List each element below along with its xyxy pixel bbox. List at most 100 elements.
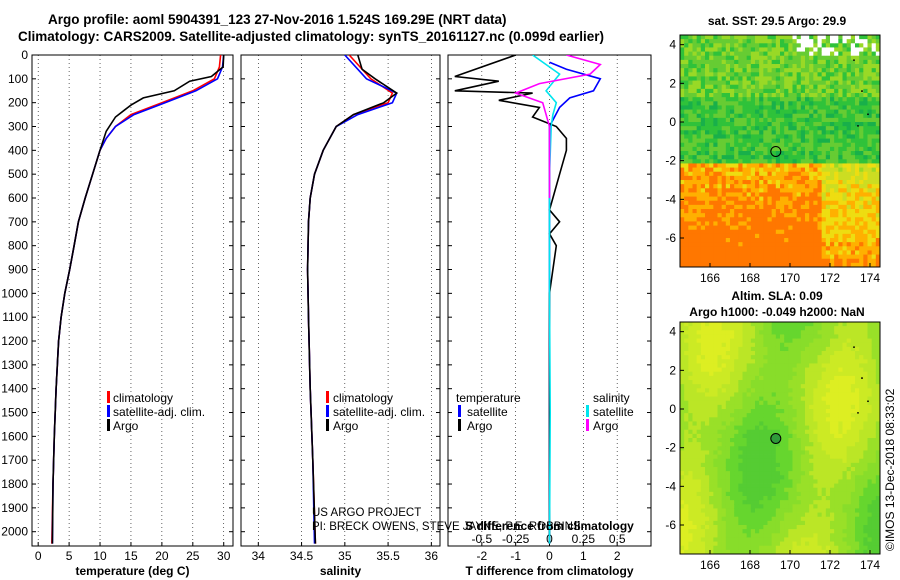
map-cell xyxy=(780,537,785,542)
map-cell xyxy=(738,504,743,509)
map-cell xyxy=(788,84,793,90)
map-cell xyxy=(767,409,773,414)
map-cell xyxy=(688,413,693,418)
map-cell xyxy=(742,221,748,226)
map-cell xyxy=(721,500,727,505)
map-cell xyxy=(875,229,881,235)
map-cell xyxy=(809,109,814,115)
map-cell xyxy=(684,512,689,518)
map-cell xyxy=(784,209,789,214)
map-cell xyxy=(813,520,818,526)
map-cell xyxy=(709,504,714,509)
map-cell xyxy=(830,375,835,381)
map-cell xyxy=(813,43,818,48)
map-cell xyxy=(875,55,881,61)
map-cell xyxy=(855,217,860,222)
map-cell xyxy=(725,388,731,393)
map-cell xyxy=(721,491,727,497)
map-cell xyxy=(875,217,881,222)
map-cell xyxy=(792,396,798,402)
map-cell xyxy=(800,163,806,168)
map-cell xyxy=(742,351,748,356)
map-cell xyxy=(692,367,698,373)
map-cell xyxy=(788,400,793,406)
map-cell xyxy=(742,525,748,530)
map-cell xyxy=(713,537,718,542)
map-cell xyxy=(817,367,823,373)
map-cell xyxy=(759,151,764,156)
map-cell xyxy=(834,167,839,173)
map-cell xyxy=(775,446,781,451)
map-cell xyxy=(784,537,789,542)
map-cell xyxy=(755,537,760,542)
map-cell xyxy=(796,487,802,493)
map-cell xyxy=(705,363,710,368)
map-cell xyxy=(796,330,802,335)
map-cell xyxy=(717,421,723,426)
map-cell xyxy=(684,171,689,177)
map-cell xyxy=(817,72,823,77)
map-cell xyxy=(680,351,685,356)
map-cell xyxy=(863,88,868,94)
map-cell xyxy=(863,188,868,193)
map-cell xyxy=(784,113,789,119)
map-cell xyxy=(688,462,693,468)
map-cell xyxy=(817,109,823,115)
map-cell xyxy=(855,138,860,144)
map-cell xyxy=(842,68,848,73)
map-cell xyxy=(788,242,793,247)
map-cell xyxy=(830,363,835,368)
map-cell xyxy=(821,367,827,373)
map-cell xyxy=(780,167,785,173)
map-cell xyxy=(767,392,773,397)
map-cell xyxy=(755,512,760,518)
map-cell xyxy=(725,180,731,185)
map-cell xyxy=(696,500,702,505)
map-cell xyxy=(863,171,868,177)
map-cell xyxy=(825,371,831,377)
map-cell xyxy=(863,55,868,61)
map-cell xyxy=(805,262,810,268)
map-cell xyxy=(800,262,806,268)
map-cell xyxy=(875,196,881,202)
map-cell xyxy=(755,371,760,377)
map-cell xyxy=(809,262,814,268)
map-cell xyxy=(817,188,823,193)
map-cell xyxy=(759,167,764,173)
map-cell xyxy=(784,446,789,451)
map-cell xyxy=(825,184,831,189)
map-cell xyxy=(788,55,793,61)
map-cell xyxy=(700,508,706,513)
map-cell xyxy=(809,363,814,368)
map-cell xyxy=(692,491,698,497)
map-cell xyxy=(688,346,693,352)
map-cell xyxy=(713,39,718,44)
map-cell xyxy=(721,454,727,460)
map-cell xyxy=(709,138,714,144)
map-cell xyxy=(746,225,752,231)
map-cell xyxy=(763,429,768,435)
map-cell xyxy=(721,471,727,476)
map-cell xyxy=(863,155,868,160)
map-cell xyxy=(692,171,698,177)
map-cell xyxy=(842,171,848,177)
map-cell xyxy=(742,334,748,339)
map-cell xyxy=(700,238,706,243)
map-cell xyxy=(871,155,877,160)
map-cell xyxy=(859,184,864,189)
map-cell xyxy=(755,254,760,260)
map-cell xyxy=(684,421,689,426)
map-cell xyxy=(800,346,806,352)
map-cell xyxy=(771,47,777,52)
map-cell xyxy=(713,101,718,106)
map-cell xyxy=(842,76,848,81)
map-cell xyxy=(817,39,823,44)
map-cell xyxy=(684,134,689,139)
map-cell xyxy=(813,388,818,393)
map-cell xyxy=(692,396,698,402)
map-cell xyxy=(692,467,698,472)
map-cell xyxy=(705,549,710,555)
map-cell xyxy=(780,425,785,431)
map-cell xyxy=(750,396,756,402)
map-cell xyxy=(717,384,723,389)
